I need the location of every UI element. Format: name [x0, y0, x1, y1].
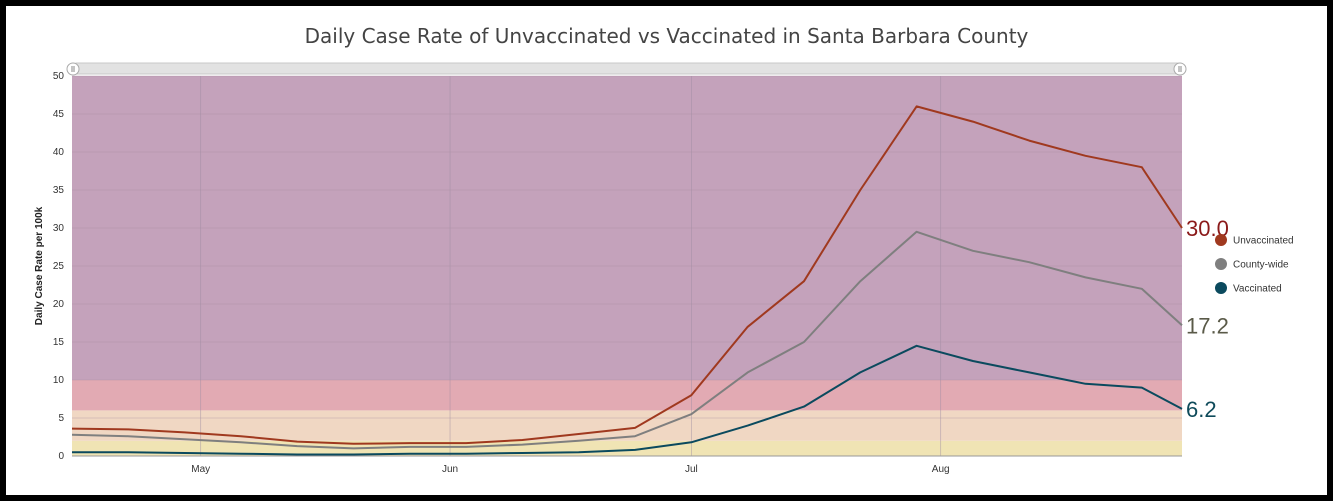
y-tick-label: 5 — [58, 413, 64, 424]
y-tick-label: 10 — [53, 375, 65, 386]
range-handle-left[interactable] — [66, 62, 80, 76]
x-axis-ticks: May Jun Jul Aug — [72, 455, 1182, 475]
series-line-unvaccinated — [71, 105, 1183, 445]
y-tick-label: 20 — [53, 299, 65, 310]
x-tick-label: Jul — [685, 464, 698, 475]
x-tick-label: May — [191, 464, 210, 475]
y-tick-label: 40 — [53, 147, 65, 158]
y-tick-label: 45 — [53, 109, 65, 120]
y-tick-label: 15 — [53, 337, 65, 348]
tier-band — [72, 410, 1182, 441]
legend[interactable]: Unvaccinated County-wide Vaccinated — [1215, 234, 1294, 295]
legend-marker[interactable] — [1215, 258, 1227, 270]
legend-label[interactable]: County-wide — [1233, 260, 1289, 271]
chart-frame: Daily Case Rate of Unvaccinated vs Vacci… — [6, 6, 1327, 495]
range-scrollbar-track[interactable] — [71, 62, 1183, 75]
legend-label[interactable]: Vaccinated — [1233, 284, 1282, 295]
range-scrollbar[interactable] — [66, 62, 1187, 76]
x-tick-label: Jun — [442, 464, 458, 475]
tier-band — [72, 380, 1182, 411]
legend-marker[interactable] — [1215, 282, 1227, 294]
y-tick-label: 35 — [53, 185, 65, 196]
line-chart: 0 5 10 15 20 25 30 35 40 45 50 May Jun Jul Aug Daily … — [34, 62, 1294, 475]
legend-label[interactable]: Unvaccinated — [1233, 236, 1294, 247]
y-axis-ticks: 0 5 10 15 20 25 30 35 40 45 50 — [53, 71, 65, 462]
end-label-vaccinated: 6.2 — [1186, 397, 1217, 422]
series-lines — [71, 105, 1183, 456]
series-line-county-wide — [71, 230, 1183, 450]
y-tick-label: 25 — [53, 261, 65, 272]
range-handle-right[interactable] — [1173, 62, 1187, 76]
y-axis-label: Daily Case Rate per 100k — [34, 206, 45, 325]
y-tick-label: 0 — [58, 451, 64, 462]
y-tick-label: 50 — [53, 71, 65, 82]
x-tick-label: Aug — [932, 464, 950, 475]
end-label-county-wide: 17.2 — [1186, 313, 1229, 338]
chart-title: Daily Case Rate of Unvaccinated vs Vacci… — [304, 24, 1029, 48]
y-tick-label: 30 — [53, 223, 65, 234]
end-value-labels: 30.017.26.2 — [1186, 216, 1229, 422]
series-line-vaccinated — [72, 344, 1183, 456]
legend-marker[interactable] — [1215, 234, 1227, 246]
